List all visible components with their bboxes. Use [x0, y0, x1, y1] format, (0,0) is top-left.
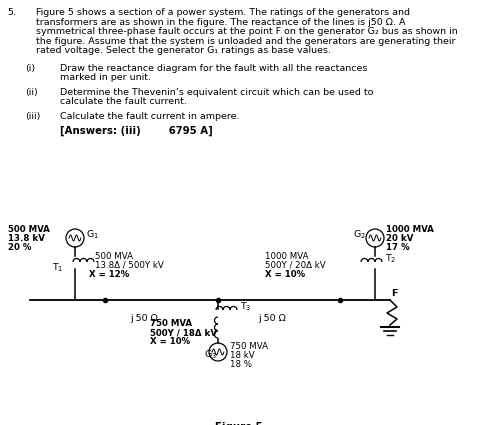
- Text: 500 MVA: 500 MVA: [95, 252, 133, 261]
- Text: 500Y / 20Δ kV: 500Y / 20Δ kV: [265, 261, 326, 270]
- Text: marked in per unit.: marked in per unit.: [60, 73, 151, 82]
- Text: 1000 MVA: 1000 MVA: [386, 225, 434, 234]
- Text: Figure 5 shows a section of a power system. The ratings of the generators and: Figure 5 shows a section of a power syst…: [36, 8, 410, 17]
- Text: 13.8Δ / 500Y kV: 13.8Δ / 500Y kV: [95, 261, 164, 270]
- Text: j 50 Ω: j 50 Ω: [130, 314, 158, 323]
- Text: 18 kV: 18 kV: [230, 351, 255, 360]
- Text: G$_1$: G$_1$: [86, 229, 99, 241]
- Text: G$_3$: G$_3$: [204, 349, 217, 361]
- Text: the figure. Assume that the system is unloaded and the generators are generating: the figure. Assume that the system is un…: [36, 37, 456, 45]
- Text: G$_2$: G$_2$: [353, 229, 366, 241]
- Text: (ii): (ii): [25, 88, 38, 96]
- Text: (iii): (iii): [25, 111, 40, 121]
- Text: 5.: 5.: [7, 8, 16, 17]
- Text: Draw the reactance diagram for the fault with all the reactances: Draw the reactance diagram for the fault…: [60, 63, 367, 73]
- Text: symmetrical three-phase fault occurs at the point F on the generator G₂ bus as s: symmetrical three-phase fault occurs at …: [36, 27, 458, 36]
- Text: Calculate the fault current in ampere.: Calculate the fault current in ampere.: [60, 111, 240, 121]
- Text: 750 MVA: 750 MVA: [150, 319, 192, 328]
- Text: Figure 5: Figure 5: [215, 422, 263, 425]
- Text: 17 %: 17 %: [386, 243, 410, 252]
- Text: X = 10%: X = 10%: [265, 270, 305, 279]
- Text: T$_3$: T$_3$: [240, 301, 251, 313]
- Text: T$_2$: T$_2$: [385, 253, 397, 265]
- Text: transformers are as shown in the figure. The reactance of the lines is j50 Ω. A: transformers are as shown in the figure.…: [36, 17, 406, 26]
- Text: 20 %: 20 %: [8, 243, 32, 252]
- Text: calculate the fault current.: calculate the fault current.: [60, 97, 187, 106]
- Text: X = 12%: X = 12%: [89, 270, 129, 279]
- Text: 20 kV: 20 kV: [386, 234, 413, 243]
- Text: 500Y / 18Δ kV: 500Y / 18Δ kV: [150, 328, 217, 337]
- Text: rated voltage. Select the generator G₁ ratings as base values.: rated voltage. Select the generator G₁ r…: [36, 46, 331, 55]
- Text: 13.8 kV: 13.8 kV: [8, 234, 45, 243]
- Text: 1000 MVA: 1000 MVA: [265, 252, 308, 261]
- Text: F: F: [391, 289, 398, 298]
- Text: 500 MVA: 500 MVA: [8, 225, 50, 234]
- Text: T$_1$: T$_1$: [52, 262, 64, 274]
- Text: 18 %: 18 %: [230, 360, 252, 369]
- Text: 750 MVA: 750 MVA: [230, 342, 268, 351]
- Text: j 50 Ω: j 50 Ω: [258, 314, 286, 323]
- Text: X = 10%: X = 10%: [150, 337, 190, 346]
- Text: (i): (i): [25, 63, 35, 73]
- Text: [Answers: (iii)        6795 A]: [Answers: (iii) 6795 A]: [60, 126, 213, 136]
- Text: Determine the Thevenin’s equivalent circuit which can be used to: Determine the Thevenin’s equivalent circ…: [60, 88, 373, 96]
